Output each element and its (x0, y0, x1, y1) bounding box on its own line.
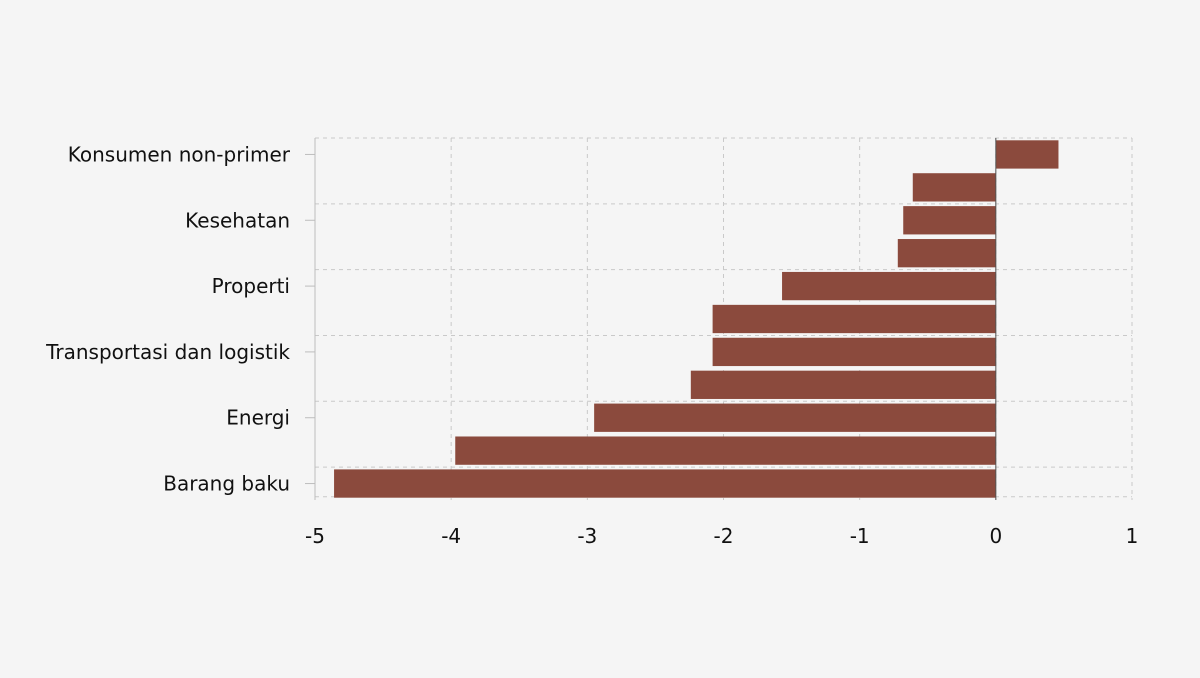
y-tick-label: Konsumen non-primer (68, 142, 291, 166)
bar (690, 370, 996, 399)
y-tick-label: Barang baku (163, 472, 290, 496)
y-tick-label: Energi (226, 406, 290, 430)
y-tick-label: Kesehatan (185, 208, 290, 232)
y-tick-label: Transportasi dan logistik (45, 340, 290, 364)
y-tick-label: Properti (212, 274, 290, 298)
bar (897, 239, 996, 268)
x-tick-label: 0 (989, 524, 1002, 548)
axis-layer (305, 138, 997, 500)
bar (912, 173, 996, 202)
x-tick-label: -1 (850, 524, 870, 548)
bars-layer (334, 140, 1059, 498)
x-tick-label: -3 (577, 524, 597, 548)
x-tick-label: -2 (714, 524, 734, 548)
bar (712, 304, 996, 334)
bar (594, 403, 996, 432)
labels-layer: Konsumen non-primer Kesehatan Properti Tran… (45, 142, 1138, 548)
x-tick-label: -4 (441, 524, 461, 548)
bar (712, 337, 996, 367)
bar (455, 436, 996, 465)
bar (903, 206, 996, 235)
bar (782, 271, 996, 301)
bar (334, 469, 996, 498)
x-tick-label: 1 (1126, 524, 1139, 548)
bar (995, 140, 1059, 169)
x-tick-label: -5 (305, 524, 325, 548)
